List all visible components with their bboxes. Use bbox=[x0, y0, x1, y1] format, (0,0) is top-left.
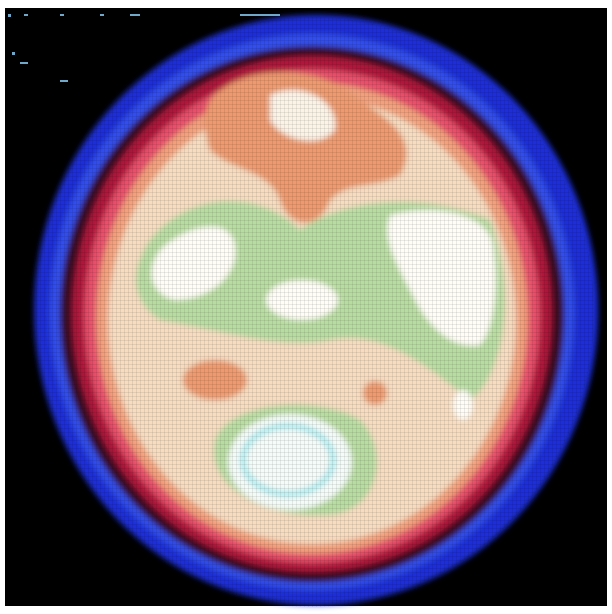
corner-mark bbox=[100, 14, 104, 16]
corner-mark bbox=[130, 14, 140, 16]
corner-mark bbox=[12, 52, 15, 55]
corner-mark bbox=[240, 14, 280, 16]
corner-mark bbox=[60, 14, 64, 16]
corner-marks bbox=[8, 14, 280, 82]
corner-mark bbox=[8, 14, 11, 17]
corner-mark bbox=[24, 14, 28, 16]
corner-mark bbox=[60, 80, 68, 82]
corner-mark bbox=[20, 62, 28, 64]
pixel-grid bbox=[30, 17, 594, 607]
